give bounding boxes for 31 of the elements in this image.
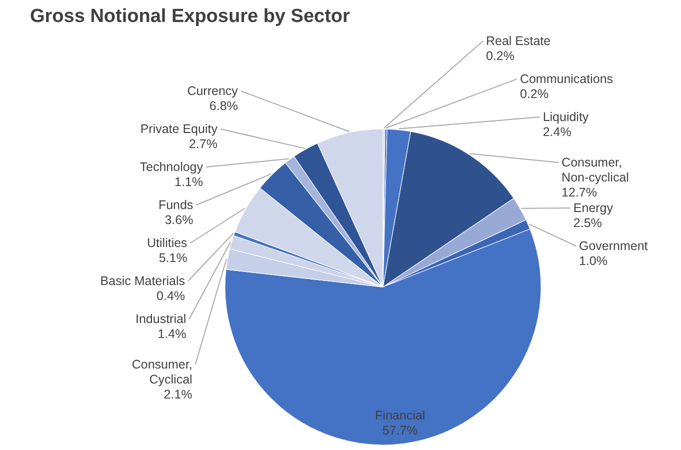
- data-label: 1.0%: [578, 254, 608, 268]
- slice-label: Industrial: [135, 312, 186, 326]
- data-label: 0.4%: [156, 289, 186, 303]
- data-label: 3.6%: [164, 213, 194, 227]
- slice-label: Currency: [187, 84, 239, 98]
- slice-label: Government: [578, 239, 648, 253]
- slice-label: Technology: [140, 160, 204, 174]
- data-label: 2.1%: [164, 388, 192, 402]
- slice-label: Financial: [375, 408, 426, 422]
- data-label: 2.5%: [573, 216, 602, 230]
- data-label: 6.8%: [209, 99, 238, 113]
- data-label: 2.7%: [188, 137, 218, 151]
- data-label: 12.7%: [562, 186, 597, 200]
- slice-label: Private Equity: [140, 122, 218, 136]
- data-label: 2.4%: [542, 125, 572, 139]
- slice-label: Funds: [158, 198, 194, 212]
- slice-label: Energy: [573, 201, 614, 215]
- data-label: 1.4%: [158, 327, 186, 341]
- data-label: 1.1%: [174, 175, 204, 189]
- chart-title: Gross Notional Exposure by Sector: [30, 6, 351, 27]
- slice-label: Liquidity: [542, 110, 590, 124]
- data-label: 0.2%: [520, 87, 548, 101]
- slice-label: Real Estate: [486, 34, 551, 48]
- slice-label: Communications: [520, 72, 614, 86]
- data-label: 5.1%: [158, 251, 188, 265]
- data-label: 0.2%: [486, 49, 514, 63]
- slice-label: Utilities: [147, 236, 188, 250]
- slice-label: Basic Materials: [100, 274, 186, 288]
- data-label: 57.7%: [382, 423, 418, 438]
- slice-label: Consumer, Cyclical: [132, 358, 192, 386]
- slice-label: Consumer, Non-cyclical: [562, 156, 629, 184]
